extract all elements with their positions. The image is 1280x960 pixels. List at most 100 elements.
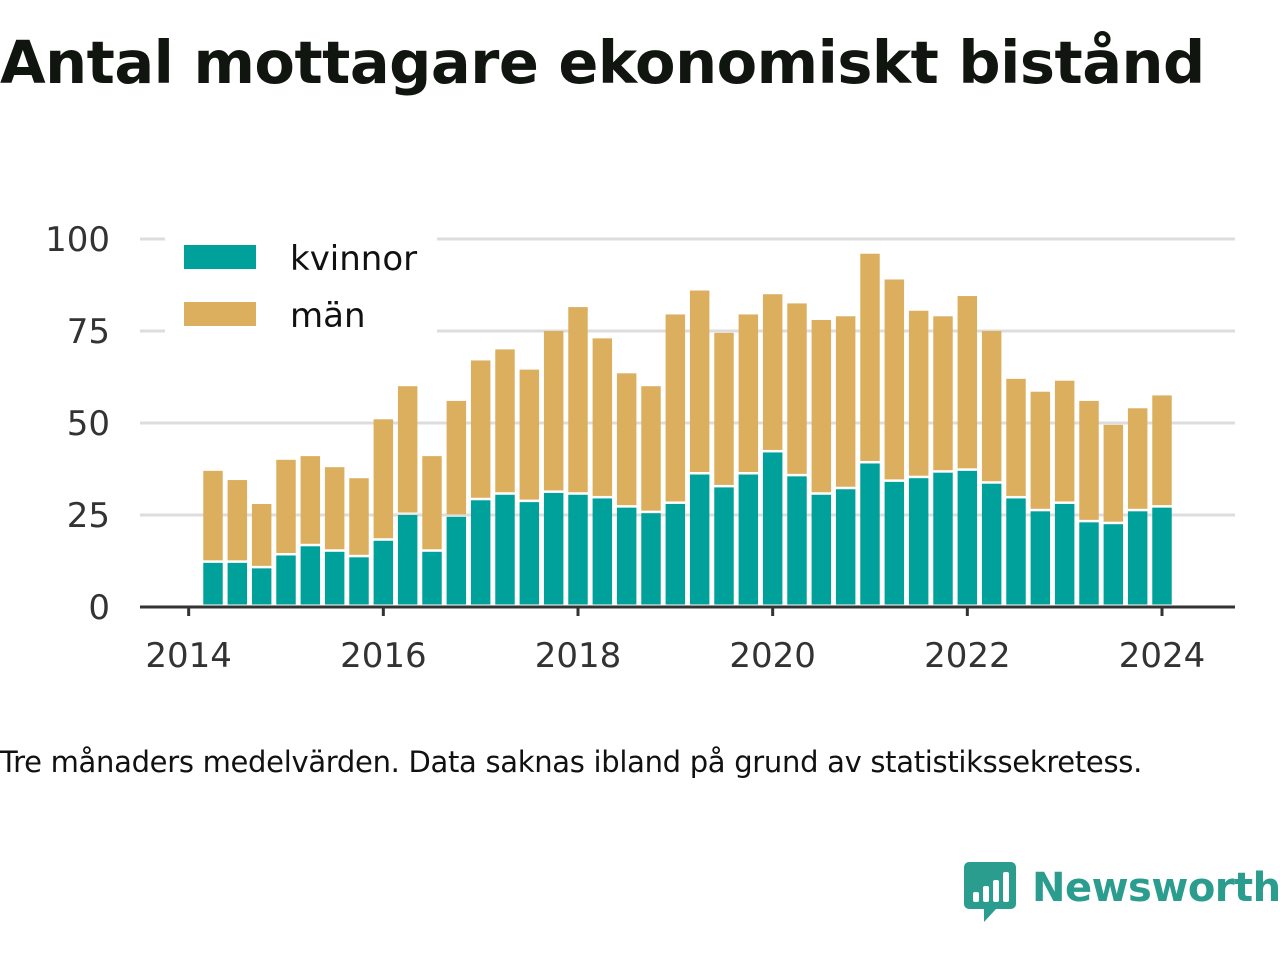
bar-kvinnor (470, 500, 491, 605)
x-tick-label: 2020 (729, 636, 816, 676)
bar-kvinnor (592, 498, 613, 605)
bar-kvinnor (689, 474, 710, 605)
chart-title: Antal mottagare ekonomiskt bistånd (0, 28, 1205, 97)
bar-män (397, 386, 418, 513)
bar-kvinnor (568, 494, 588, 605)
bar-kvinnor (397, 515, 418, 605)
bar-kvinnor (251, 568, 272, 605)
x-tick-label: 2024 (1119, 636, 1206, 676)
bar-kvinnor (957, 470, 978, 605)
brand-logo: Newsworthy (964, 862, 1280, 928)
bar-män (641, 386, 661, 511)
bar-kvinnor (1079, 522, 1099, 605)
bar-män (1127, 408, 1148, 509)
legend-label-män: män (290, 296, 366, 336)
bar-kvinnor (714, 487, 734, 605)
bar-kvinnor (227, 562, 248, 605)
y-tick-label: 75 (67, 312, 110, 352)
bar-kvinnor (1030, 511, 1051, 605)
bar-kvinnor (884, 481, 905, 605)
bar-kvinnor (641, 513, 661, 605)
bar-män (787, 303, 807, 474)
bar-män (373, 419, 394, 539)
bar-kvinnor (1152, 507, 1172, 605)
bar-män (665, 314, 686, 502)
bar-män (251, 503, 272, 566)
bar-män (835, 316, 856, 487)
bar-kvinnor (665, 503, 686, 605)
bar-kvinnor (203, 562, 223, 605)
bar-män (811, 319, 832, 493)
bar-kvinnor (1006, 498, 1026, 605)
bar-män (568, 307, 588, 493)
x-tick-label: 2018 (535, 636, 622, 676)
legend-swatch-kvinnor (184, 245, 256, 269)
bar-män (616, 373, 637, 506)
x-tick-label: 2016 (340, 636, 427, 676)
bar-män (714, 332, 734, 485)
bar-kvinnor (981, 483, 1002, 605)
bar-kvinnor (738, 474, 759, 605)
bar-kvinnor (908, 478, 929, 605)
x-axis-ticks: 2014 2016 2018 2020 2022 2024 (145, 607, 1205, 676)
bar-män (1103, 424, 1124, 522)
bar-kvinnor (835, 489, 856, 605)
bar-kvinnor (1103, 524, 1124, 605)
bar-män (738, 314, 759, 473)
bar-män (470, 360, 491, 498)
bar-män (933, 316, 953, 471)
legend-label-kvinnor: kvinnor (290, 239, 417, 279)
brand-name: Newsworthy (1032, 865, 1280, 911)
x-tick-label: 2022 (924, 636, 1011, 676)
bar-män (860, 253, 880, 461)
bar-män (957, 296, 978, 469)
y-axis-ticks: 0 25 50 75 100 (45, 220, 110, 628)
bar-kvinnor (495, 494, 515, 605)
bar-kvinnor (787, 476, 807, 605)
x-tick-label: 2014 (145, 636, 232, 676)
bar-män (203, 470, 223, 561)
bar-kvinnor (373, 540, 394, 605)
bar-män (495, 349, 515, 493)
bar-män (1054, 380, 1075, 502)
bar-män (446, 400, 467, 515)
y-tick-label: 50 (67, 404, 110, 444)
bar-män (300, 456, 321, 544)
bar-kvinnor (276, 555, 296, 605)
bar-kvinnor (1054, 503, 1075, 605)
bar-kvinnor (300, 546, 321, 605)
legend: kvinnor män (165, 236, 437, 336)
bars (203, 253, 1172, 605)
bar-kvinnor (446, 516, 467, 605)
bar-män (543, 331, 564, 491)
bar-män (1030, 391, 1051, 509)
bar-män (519, 369, 540, 500)
newsworthy-logo-icon (964, 862, 1016, 922)
bar-kvinnor (1127, 511, 1148, 605)
bar-kvinnor (324, 551, 345, 605)
bar-män (276, 459, 296, 553)
bar-män (689, 290, 710, 473)
y-tick-label: 100 (45, 220, 110, 260)
bar-män (227, 480, 248, 561)
bar-män (324, 467, 345, 550)
chart-caption: Tre månaders medelvärden. Data saknas ib… (0, 745, 1142, 779)
bar-kvinnor (349, 557, 369, 605)
bar-kvinnor (543, 492, 564, 605)
bar-kvinnor (519, 502, 540, 605)
y-tick-label: 25 (67, 496, 110, 536)
y-tick-label: 0 (88, 588, 110, 628)
bar-kvinnor (762, 452, 783, 605)
bar-män (1079, 400, 1099, 520)
bar-män (762, 294, 783, 450)
bar-män (1152, 395, 1172, 506)
legend-swatch-män (184, 302, 256, 326)
bar-män (908, 310, 929, 476)
bar-kvinnor (422, 551, 442, 605)
bar-kvinnor (860, 463, 880, 605)
bar-män (422, 456, 442, 550)
bar-kvinnor (811, 494, 832, 605)
bar-män (884, 279, 905, 480)
bar-män (592, 338, 613, 496)
